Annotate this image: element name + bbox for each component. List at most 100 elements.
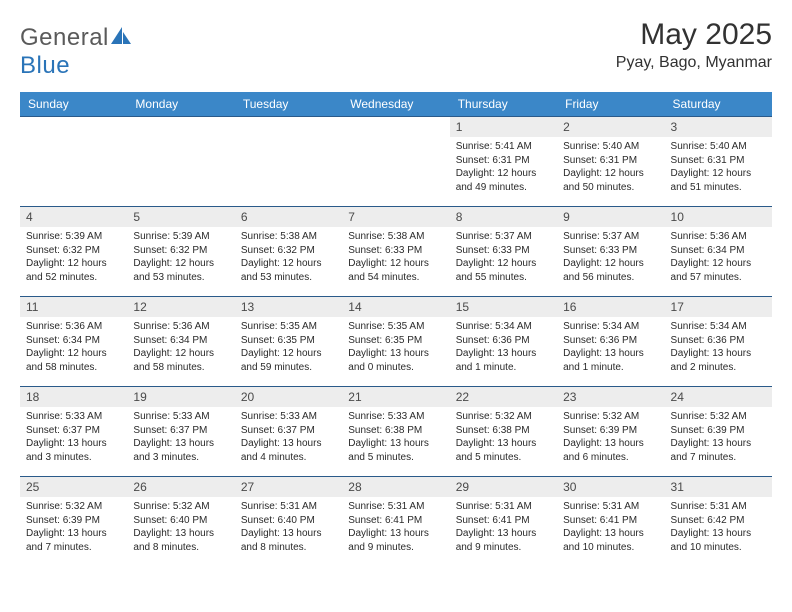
sunrise-text: Sunrise: 5:33 AM	[348, 410, 443, 424]
daylight-text: Daylight: 13 hours and 7 minutes.	[26, 527, 121, 554]
day-cell: 4Sunrise: 5:39 AMSunset: 6:32 PMDaylight…	[20, 207, 127, 297]
daylight-text: Daylight: 12 hours and 54 minutes.	[348, 257, 443, 284]
weekday-sunday: Sunday	[20, 92, 127, 117]
sunset-text: Sunset: 6:37 PM	[26, 424, 121, 438]
daylight-text: Daylight: 13 hours and 1 minute.	[563, 347, 658, 374]
day-number: 15	[450, 297, 557, 317]
sunrise-text: Sunrise: 5:34 AM	[563, 320, 658, 334]
daylight-text: Daylight: 13 hours and 8 minutes.	[241, 527, 336, 554]
day-body: Sunrise: 5:31 AMSunset: 6:41 PMDaylight:…	[342, 497, 449, 558]
sunrise-text: Sunrise: 5:36 AM	[26, 320, 121, 334]
day-body: Sunrise: 5:38 AMSunset: 6:33 PMDaylight:…	[342, 227, 449, 288]
day-body: Sunrise: 5:36 AMSunset: 6:34 PMDaylight:…	[665, 227, 772, 288]
location: Pyay, Bago, Myanmar	[616, 54, 772, 72]
day-body: Sunrise: 5:37 AMSunset: 6:33 PMDaylight:…	[557, 227, 664, 288]
daylight-text: Daylight: 13 hours and 3 minutes.	[26, 437, 121, 464]
sunrise-text: Sunrise: 5:34 AM	[456, 320, 551, 334]
daylight-text: Daylight: 13 hours and 7 minutes.	[671, 437, 766, 464]
sunset-text: Sunset: 6:37 PM	[133, 424, 228, 438]
day-cell: 22Sunrise: 5:32 AMSunset: 6:38 PMDayligh…	[450, 387, 557, 477]
day-body: Sunrise: 5:34 AMSunset: 6:36 PMDaylight:…	[450, 317, 557, 378]
day-body: Sunrise: 5:31 AMSunset: 6:42 PMDaylight:…	[665, 497, 772, 558]
logo-word1: General	[20, 24, 109, 51]
week-row: 11Sunrise: 5:36 AMSunset: 6:34 PMDayligh…	[20, 297, 772, 387]
day-body: Sunrise: 5:40 AMSunset: 6:31 PMDaylight:…	[665, 137, 772, 198]
sunrise-text: Sunrise: 5:31 AM	[671, 500, 766, 514]
day-cell: 5Sunrise: 5:39 AMSunset: 6:32 PMDaylight…	[127, 207, 234, 297]
day-cell: 1Sunrise: 5:41 AMSunset: 6:31 PMDaylight…	[450, 117, 557, 207]
daylight-text: Daylight: 13 hours and 9 minutes.	[456, 527, 551, 554]
day-cell: 2Sunrise: 5:40 AMSunset: 6:31 PMDaylight…	[557, 117, 664, 207]
day-body: Sunrise: 5:36 AMSunset: 6:34 PMDaylight:…	[127, 317, 234, 378]
sunset-text: Sunset: 6:40 PM	[133, 514, 228, 528]
sunrise-text: Sunrise: 5:33 AM	[241, 410, 336, 424]
daylight-text: Daylight: 13 hours and 10 minutes.	[671, 527, 766, 554]
day-body: Sunrise: 5:32 AMSunset: 6:39 PMDaylight:…	[20, 497, 127, 558]
sunrise-text: Sunrise: 5:32 AM	[133, 500, 228, 514]
day-number: 23	[557, 387, 664, 407]
sunset-text: Sunset: 6:41 PM	[563, 514, 658, 528]
daylight-text: Daylight: 12 hours and 58 minutes.	[133, 347, 228, 374]
sunrise-text: Sunrise: 5:40 AM	[671, 140, 766, 154]
day-cell: 11Sunrise: 5:36 AMSunset: 6:34 PMDayligh…	[20, 297, 127, 387]
title-block: May 2025 Pyay, Bago, Myanmar	[616, 18, 772, 72]
day-body: Sunrise: 5:39 AMSunset: 6:32 PMDaylight:…	[20, 227, 127, 288]
day-number: 19	[127, 387, 234, 407]
sunset-text: Sunset: 6:33 PM	[348, 244, 443, 258]
day-cell: 19Sunrise: 5:33 AMSunset: 6:37 PMDayligh…	[127, 387, 234, 477]
day-cell: 30Sunrise: 5:31 AMSunset: 6:41 PMDayligh…	[557, 477, 664, 567]
sunset-text: Sunset: 6:42 PM	[671, 514, 766, 528]
sunrise-text: Sunrise: 5:38 AM	[241, 230, 336, 244]
day-body: Sunrise: 5:33 AMSunset: 6:38 PMDaylight:…	[342, 407, 449, 468]
day-body: Sunrise: 5:33 AMSunset: 6:37 PMDaylight:…	[127, 407, 234, 468]
day-cell: ..	[235, 117, 342, 207]
calendar-table: SundayMondayTuesdayWednesdayThursdayFrid…	[20, 92, 772, 567]
sunrise-text: Sunrise: 5:39 AM	[133, 230, 228, 244]
weekday-row: SundayMondayTuesdayWednesdayThursdayFrid…	[20, 92, 772, 117]
daylight-text: Daylight: 13 hours and 4 minutes.	[241, 437, 336, 464]
sunrise-text: Sunrise: 5:37 AM	[563, 230, 658, 244]
sunset-text: Sunset: 6:38 PM	[456, 424, 551, 438]
day-number: 1	[450, 117, 557, 137]
day-cell: 14Sunrise: 5:35 AMSunset: 6:35 PMDayligh…	[342, 297, 449, 387]
day-cell: 20Sunrise: 5:33 AMSunset: 6:37 PMDayligh…	[235, 387, 342, 477]
day-cell: 27Sunrise: 5:31 AMSunset: 6:40 PMDayligh…	[235, 477, 342, 567]
day-cell: 18Sunrise: 5:33 AMSunset: 6:37 PMDayligh…	[20, 387, 127, 477]
daylight-text: Daylight: 13 hours and 6 minutes.	[563, 437, 658, 464]
daylight-text: Daylight: 12 hours and 49 minutes.	[456, 167, 551, 194]
daylight-text: Daylight: 12 hours and 58 minutes.	[26, 347, 121, 374]
sunset-text: Sunset: 6:36 PM	[671, 334, 766, 348]
sunrise-text: Sunrise: 5:40 AM	[563, 140, 658, 154]
sunset-text: Sunset: 6:34 PM	[671, 244, 766, 258]
sunset-text: Sunset: 6:41 PM	[348, 514, 443, 528]
day-body: Sunrise: 5:35 AMSunset: 6:35 PMDaylight:…	[235, 317, 342, 378]
sunset-text: Sunset: 6:31 PM	[671, 154, 766, 168]
day-body: Sunrise: 5:40 AMSunset: 6:31 PMDaylight:…	[557, 137, 664, 198]
sunrise-text: Sunrise: 5:36 AM	[671, 230, 766, 244]
day-body: Sunrise: 5:31 AMSunset: 6:41 PMDaylight:…	[557, 497, 664, 558]
day-cell: 16Sunrise: 5:34 AMSunset: 6:36 PMDayligh…	[557, 297, 664, 387]
daylight-text: Daylight: 12 hours and 57 minutes.	[671, 257, 766, 284]
day-body: Sunrise: 5:32 AMSunset: 6:39 PMDaylight:…	[557, 407, 664, 468]
day-number: 3	[665, 117, 772, 137]
sunrise-text: Sunrise: 5:38 AM	[348, 230, 443, 244]
day-number: 20	[235, 387, 342, 407]
daylight-text: Daylight: 12 hours and 52 minutes.	[26, 257, 121, 284]
day-body: Sunrise: 5:32 AMSunset: 6:40 PMDaylight:…	[127, 497, 234, 558]
day-number: 18	[20, 387, 127, 407]
weekday-wednesday: Wednesday	[342, 92, 449, 117]
day-number: 31	[665, 477, 772, 497]
sunset-text: Sunset: 6:34 PM	[133, 334, 228, 348]
weekday-thursday: Thursday	[450, 92, 557, 117]
daylight-text: Daylight: 13 hours and 2 minutes.	[671, 347, 766, 374]
sunrise-text: Sunrise: 5:34 AM	[671, 320, 766, 334]
sunrise-text: Sunrise: 5:32 AM	[26, 500, 121, 514]
sunset-text: Sunset: 6:32 PM	[26, 244, 121, 258]
logo-text: General Blue	[20, 24, 131, 80]
daylight-text: Daylight: 13 hours and 0 minutes.	[348, 347, 443, 374]
sunset-text: Sunset: 6:41 PM	[456, 514, 551, 528]
daylight-text: Daylight: 13 hours and 9 minutes.	[348, 527, 443, 554]
daylight-text: Daylight: 12 hours and 53 minutes.	[133, 257, 228, 284]
sunset-text: Sunset: 6:36 PM	[563, 334, 658, 348]
day-number: 28	[342, 477, 449, 497]
